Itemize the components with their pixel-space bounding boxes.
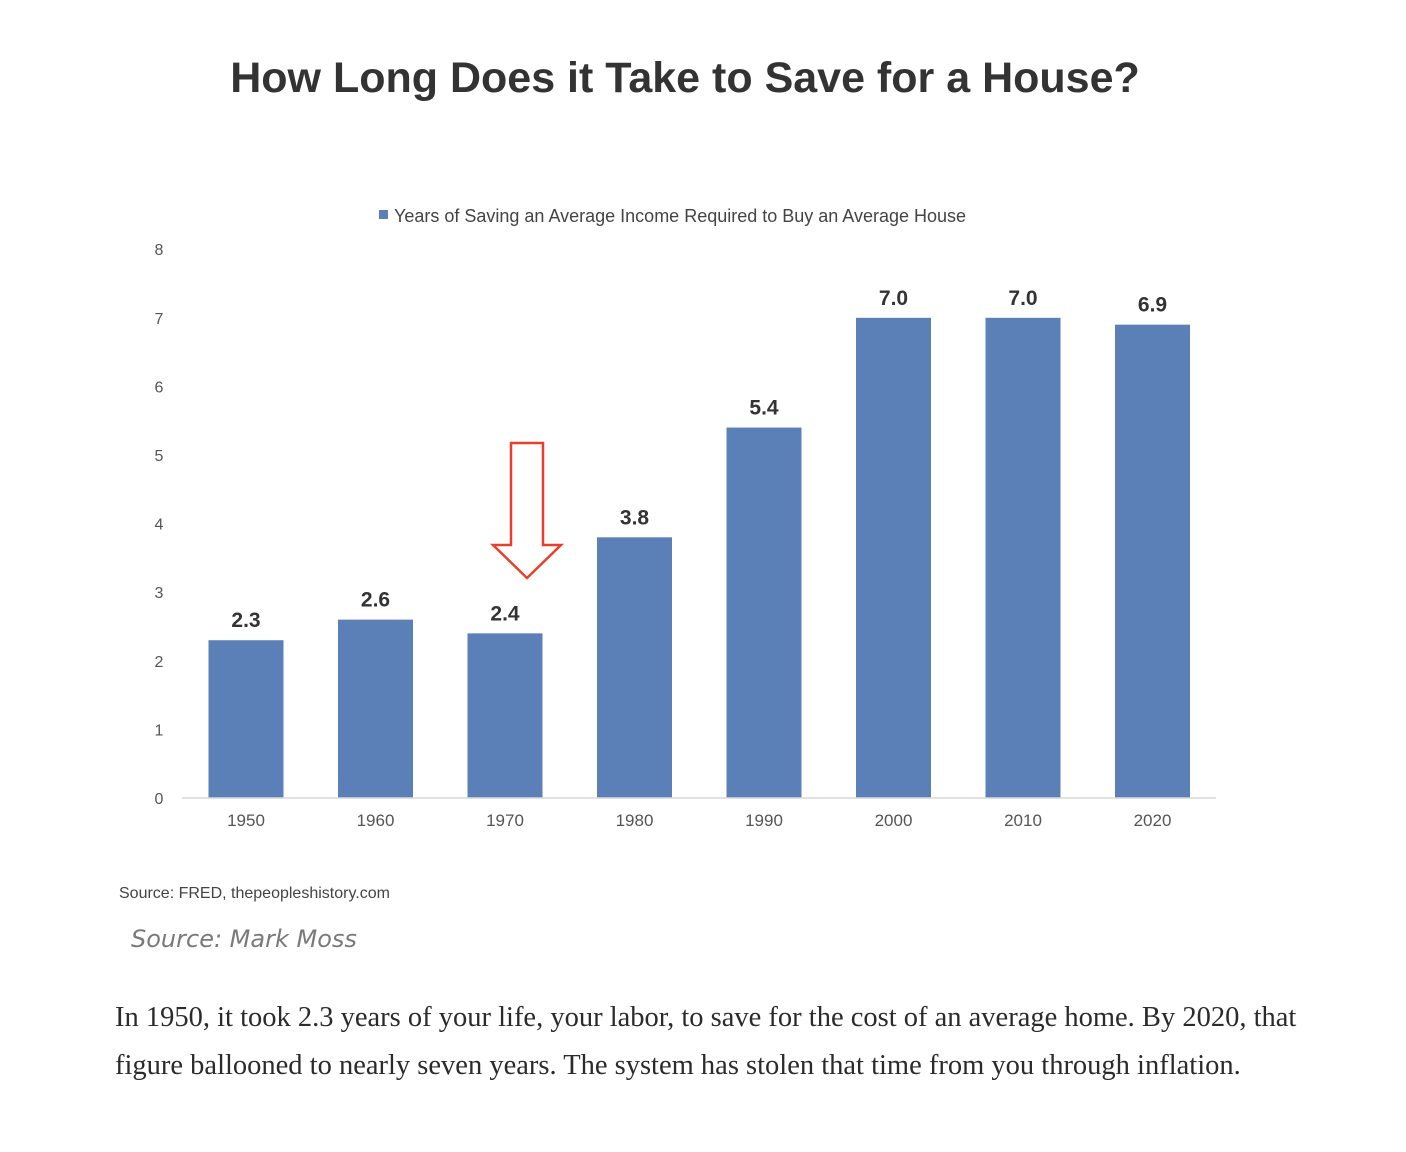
y-tick-label: 1 [155, 722, 164, 739]
data-label: 7.0 [1008, 287, 1037, 310]
body-paragraph: In 1950, it took 2.3 years of your life,… [115, 1002, 1297, 1081]
data-label: 5.4 [749, 397, 779, 420]
data-label: 2.6 [361, 589, 390, 612]
data-label: 3.8 [620, 506, 650, 529]
data-labels: 2.3 2.6 2.4 3.8 5.4 7.0 7.0 6.9 [231, 287, 1167, 632]
bar [726, 427, 802, 798]
y-tick-label: 6 [155, 379, 164, 396]
data-label: 7.0 [879, 287, 908, 310]
x-tick-label: 1950 [227, 811, 265, 830]
bar [856, 317, 931, 798]
data-label: 2.4 [490, 602, 520, 625]
bar [985, 317, 1061, 798]
bar [208, 640, 284, 798]
y-tick-label: 5 [155, 448, 164, 465]
legend-swatch [379, 210, 388, 219]
bar [597, 537, 672, 798]
x-axis: 1950 1960 1970 1980 1990 2000 2010 2020 [227, 811, 1171, 830]
down-arrow-icon [489, 441, 565, 580]
bar [467, 633, 543, 798]
x-tick-label: 1970 [486, 811, 524, 830]
bar-series [208, 317, 1190, 798]
y-tick-label: 0 [155, 791, 164, 808]
legend-label: Years of Saving an Average Income Requir… [394, 206, 966, 226]
x-tick-label: 2000 [875, 811, 913, 830]
y-tick-label: 2 [155, 654, 164, 671]
chart-title: How Long Does it Take to Save for a Hous… [230, 54, 1140, 102]
source-note: Source: FRED, thepeopleshistory.com [119, 885, 390, 902]
x-tick-label: 1990 [745, 811, 783, 830]
y-tick-label: 8 [155, 242, 164, 259]
y-axis: 0 1 2 3 4 5 6 7 8 [155, 242, 164, 808]
x-tick-label: 1980 [616, 811, 654, 830]
bar-chart: Years of Saving an Average Income Requir… [155, 206, 1216, 830]
bar [1115, 324, 1190, 798]
y-tick-label: 4 [155, 517, 164, 534]
annotation-arrow [489, 441, 565, 580]
y-tick-label: 7 [155, 311, 164, 328]
data-label: 2.3 [231, 609, 260, 632]
y-tick-label: 3 [155, 585, 164, 602]
data-label: 6.9 [1138, 294, 1167, 317]
chart-legend: Years of Saving an Average Income Requir… [379, 206, 966, 226]
x-tick-label: 2010 [1004, 811, 1042, 830]
bar [338, 619, 413, 798]
x-tick-label: 2020 [1134, 811, 1172, 830]
image-caption: Source: Mark Moss [131, 925, 357, 953]
x-tick-label: 1960 [357, 811, 395, 830]
